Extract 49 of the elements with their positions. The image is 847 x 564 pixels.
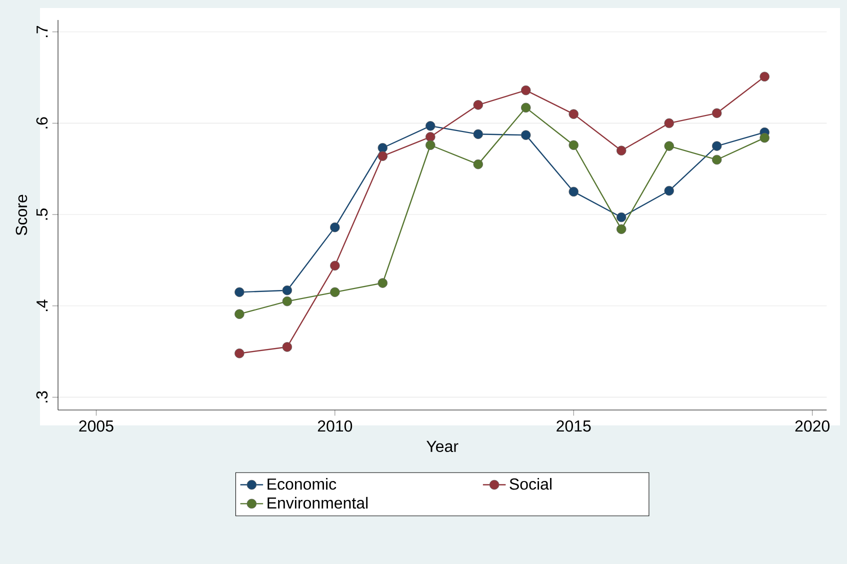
point <box>521 85 531 96</box>
x-tick-label: 2010 <box>318 420 352 432</box>
point <box>568 109 578 119</box>
point <box>234 348 244 358</box>
y-tick-label: .5 <box>36 208 48 220</box>
point <box>616 212 626 222</box>
point <box>521 102 531 113</box>
point <box>616 224 626 234</box>
point <box>712 141 722 151</box>
point <box>378 151 388 161</box>
point <box>664 118 674 128</box>
y-axis-title: Score <box>16 194 28 236</box>
x-tick-label: 2005 <box>79 420 114 432</box>
point <box>664 186 674 196</box>
point <box>568 140 578 150</box>
point <box>330 260 340 271</box>
point <box>760 132 770 143</box>
point <box>712 108 722 118</box>
y-tick-label: .3 <box>36 391 48 402</box>
legend-label: Environmental <box>268 496 368 509</box>
point <box>426 121 436 131</box>
point <box>378 142 388 153</box>
point <box>282 285 292 296</box>
point <box>282 296 292 306</box>
point <box>521 130 531 140</box>
point <box>282 342 292 352</box>
point <box>568 186 578 197</box>
x-tick-label: 2015 <box>556 420 591 432</box>
point <box>473 100 484 110</box>
point <box>330 222 340 232</box>
x-axis-title: Year <box>426 440 458 452</box>
point <box>664 141 674 151</box>
point <box>473 129 484 140</box>
point <box>712 154 722 165</box>
point <box>426 140 436 150</box>
point <box>234 309 244 319</box>
point <box>378 278 388 288</box>
legend-label: Economic <box>268 478 336 490</box>
y-tick-label: .7 <box>36 26 48 38</box>
y-tick-label: .4 <box>36 300 48 312</box>
point <box>760 72 770 82</box>
point <box>473 159 484 170</box>
legend-label: Social <box>510 478 552 490</box>
point <box>234 287 244 298</box>
point <box>330 287 340 298</box>
y-tick-label: .6 <box>36 117 48 128</box>
point <box>426 132 436 142</box>
point <box>616 146 626 156</box>
x-tick-label: 2020 <box>795 420 830 432</box>
